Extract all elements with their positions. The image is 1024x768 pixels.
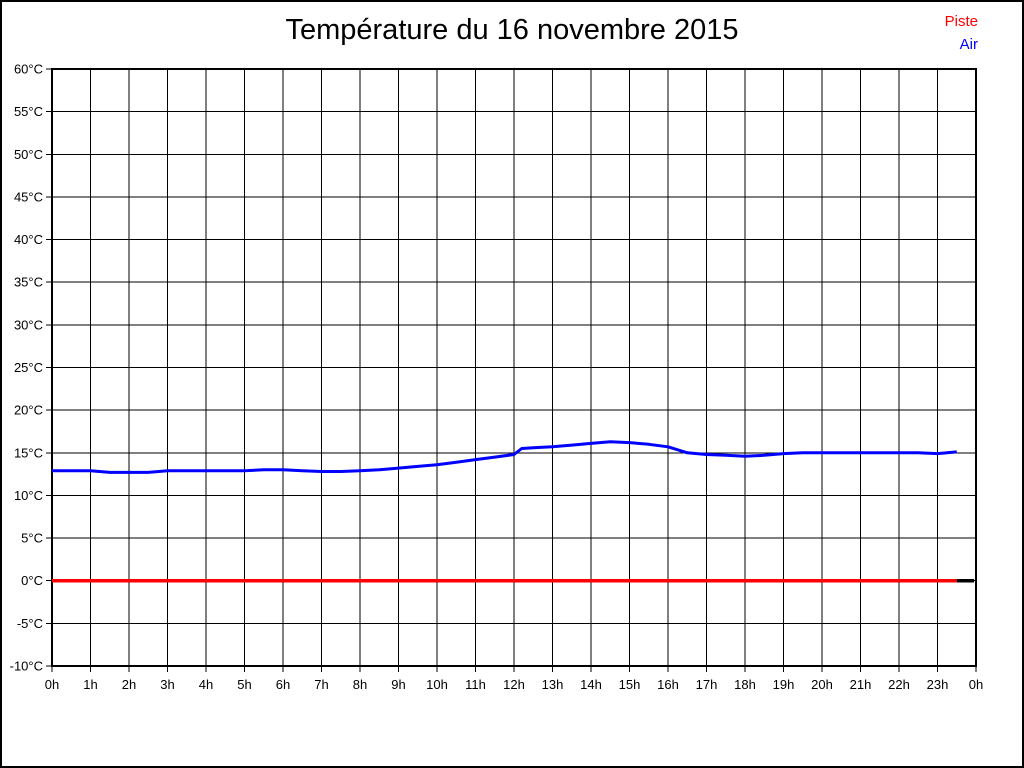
x-tick-label: 17h xyxy=(696,677,718,692)
x-tick-label: 20h xyxy=(811,677,833,692)
x-tick-label: 11h xyxy=(465,677,486,692)
chart-legend: Piste Air xyxy=(945,10,978,56)
x-tick-label: 6h xyxy=(276,677,290,692)
y-tick-label: 20°C xyxy=(14,403,43,418)
x-tick-label: 3h xyxy=(160,677,174,692)
x-tick-label: 18h xyxy=(734,677,756,692)
x-tick-label: 22h xyxy=(888,677,910,692)
x-tick-label: 19h xyxy=(773,677,795,692)
y-tick-label: 55°C xyxy=(14,104,43,119)
y-tick-label: 10°C xyxy=(14,488,43,503)
y-tick-label: 45°C xyxy=(14,189,43,204)
x-tick-label: 0h xyxy=(969,677,983,692)
plot-frame xyxy=(51,68,977,667)
x-tick-label: 13h xyxy=(542,677,564,692)
air-line xyxy=(52,440,957,474)
y-tick-label: 35°C xyxy=(14,275,43,290)
y-tick-label: -5°C xyxy=(17,616,43,631)
x-tick-label: 8h xyxy=(353,677,367,692)
y-tick-label: 15°C xyxy=(14,445,43,460)
y-tick-label: 40°C xyxy=(14,232,43,247)
y-tick-label: -10°C xyxy=(10,659,43,674)
y-tick-label: 5°C xyxy=(21,531,43,546)
x-tick-label: 4h xyxy=(199,677,213,692)
legend-air: Air xyxy=(945,33,978,56)
legend-piste: Piste xyxy=(945,10,978,33)
x-tick-label: 0h xyxy=(45,677,59,692)
x-tick-label: 15h xyxy=(619,677,641,692)
y-tick-label: 50°C xyxy=(14,147,43,162)
x-tick-label: 2h xyxy=(122,677,136,692)
x-tick-label: 23h xyxy=(927,677,949,692)
x-tick-label: 9h xyxy=(391,677,405,692)
x-tick-label: 16h xyxy=(657,677,679,692)
y-tick-label: 25°C xyxy=(14,360,43,375)
x-tick-label: 14h xyxy=(580,677,602,692)
x-tick-label: 1h xyxy=(83,677,97,692)
y-tick-label: 0°C xyxy=(21,573,43,588)
x-tick-label: 12h xyxy=(503,677,525,692)
x-tick-label: 21h xyxy=(850,677,872,692)
legend-air-label: Air xyxy=(959,36,978,53)
y-tick-label: 30°C xyxy=(14,317,43,332)
y-tick-label: 60°C xyxy=(14,62,43,77)
chart-title: Température du 16 novembre 2015 xyxy=(285,14,739,46)
x-tick-label: 10h xyxy=(426,677,448,692)
legend-piste-label: Piste xyxy=(944,13,978,30)
x-tick-label: 5h xyxy=(237,677,251,692)
x-tick-label: 7h xyxy=(314,677,328,692)
